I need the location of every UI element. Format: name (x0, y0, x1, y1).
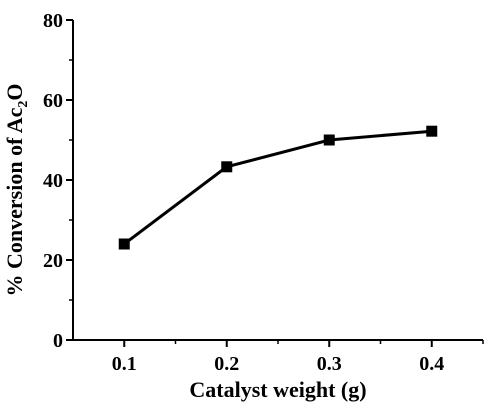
axes: 0 20 40 60 80 0.1 0.2 0.3 0.4 (43, 10, 484, 375)
x-tick-label: 0.4 (419, 353, 444, 375)
y-axis-title: % Conversion of Ac2O (2, 84, 31, 297)
y-tick-label: 80 (43, 10, 63, 32)
x-tick-label: 0.2 (214, 353, 239, 375)
x-tick-label: 0.1 (112, 353, 137, 375)
x-tick-label: 0.3 (317, 353, 342, 375)
data-point-marker (221, 161, 233, 173)
plot-area (118, 125, 438, 250)
data-point-marker (118, 238, 130, 250)
data-point-marker (426, 125, 438, 137)
y-tick-label: 20 (43, 250, 63, 272)
y-tick-label: 40 (43, 170, 63, 192)
y-tick-label: 60 (43, 90, 63, 112)
series-line (123, 129, 432, 246)
data-point-marker (323, 134, 335, 146)
x-axis-title: Catalyst weight (g) (189, 377, 366, 402)
y-tick-label: 0 (53, 330, 63, 352)
